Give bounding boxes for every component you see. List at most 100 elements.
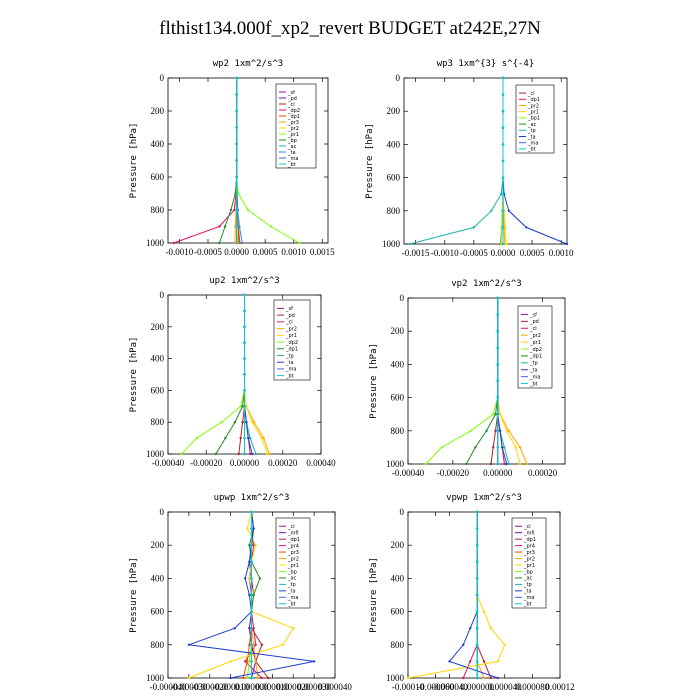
data-point xyxy=(518,446,522,449)
data-point xyxy=(465,462,468,466)
data-point xyxy=(503,643,506,646)
series-line xyxy=(497,298,510,465)
data-point xyxy=(247,436,250,440)
data-point xyxy=(501,143,505,146)
plot-frame xyxy=(407,297,566,465)
legend-entry: _tp xyxy=(523,582,532,588)
data-point xyxy=(474,446,477,449)
data-point xyxy=(214,452,217,456)
data-point xyxy=(475,610,479,613)
data-point xyxy=(238,241,242,245)
legend-entry: _cl xyxy=(287,524,295,530)
data-point xyxy=(248,577,251,580)
data-point xyxy=(235,175,238,179)
legend-entry: _dp1 xyxy=(529,354,542,360)
legend-entry: _bt xyxy=(527,147,536,153)
data-point xyxy=(218,225,221,228)
legend-entry: _pr1 xyxy=(287,563,299,569)
legend-entry: _ta xyxy=(523,589,532,595)
data-point xyxy=(233,208,236,212)
data-point xyxy=(565,242,569,246)
y-tick-label: 200 xyxy=(391,326,405,336)
legend-entry: _cl xyxy=(287,102,295,108)
y-axis-label: Pressure [hPa] xyxy=(365,123,375,199)
legend-entry: _bp xyxy=(287,138,297,144)
legend-entry: _pr3 xyxy=(287,120,299,126)
data-point xyxy=(496,413,499,416)
data-point xyxy=(503,462,506,466)
data-point xyxy=(246,527,249,530)
data-point xyxy=(248,544,251,547)
x-tick-label: -0.0010 xyxy=(166,247,194,257)
legend-entry: _tp xyxy=(287,582,296,588)
data-point xyxy=(494,429,497,432)
legend-entry: _cl xyxy=(527,91,535,97)
y-axis-label: Pressure [hPa] xyxy=(369,557,379,633)
legend-entry: _bt xyxy=(285,373,294,379)
data-point xyxy=(525,462,529,466)
data-point xyxy=(229,676,232,680)
data-point xyxy=(245,421,248,424)
data-point xyxy=(235,208,238,212)
data-point xyxy=(492,413,495,416)
data-point xyxy=(195,436,198,440)
legend-entry: _cl xyxy=(529,326,537,332)
data-point xyxy=(235,142,238,146)
legend-entry: _bp xyxy=(523,569,533,575)
y-tick-label: 200 xyxy=(391,540,405,550)
y-tick-label: 400 xyxy=(151,139,165,149)
data-point xyxy=(475,676,479,680)
x-tick-label: 0.00020 xyxy=(528,468,558,478)
legend-entry: _pr2 xyxy=(523,556,535,562)
data-point xyxy=(269,225,273,228)
data-point xyxy=(292,627,295,630)
data-point xyxy=(242,676,245,680)
data-point xyxy=(248,660,251,663)
data-point xyxy=(218,241,221,245)
data-point xyxy=(489,676,493,680)
data-point xyxy=(238,225,241,228)
data-point xyxy=(250,544,253,547)
legend-entry: _pr2 xyxy=(287,126,299,132)
data-point xyxy=(246,660,249,663)
data-point xyxy=(260,643,264,646)
legend-entry: _pr1 xyxy=(527,110,539,116)
series-line xyxy=(465,298,499,465)
x-tick-label: 0.000000 xyxy=(460,682,494,692)
data-point xyxy=(241,241,244,245)
legend-entry: _ma xyxy=(529,374,540,380)
data-point xyxy=(249,452,252,456)
data-point xyxy=(469,627,472,630)
panel-3: up2 1xm^2/s^3 0 200 400 600 800 1000-0.00040 -0… xyxy=(129,276,336,468)
data-point xyxy=(254,660,257,663)
data-point xyxy=(507,209,510,212)
data-point xyxy=(237,192,240,195)
data-point xyxy=(243,452,246,456)
data-point xyxy=(501,193,505,196)
data-point xyxy=(485,429,488,432)
x-tick-label: -0.0010 xyxy=(431,248,459,258)
series-line xyxy=(218,78,238,244)
data-point xyxy=(250,643,253,646)
data-point xyxy=(408,242,411,246)
y-tick-label: 1000 xyxy=(146,673,165,683)
legend-entry: _ma xyxy=(523,595,534,601)
data-point xyxy=(500,193,503,196)
data-point xyxy=(469,660,472,663)
data-point xyxy=(250,676,253,680)
y-tick-label: 400 xyxy=(391,359,405,369)
data-point xyxy=(254,452,258,456)
y-tick-label: 200 xyxy=(151,540,165,550)
data-point xyxy=(235,225,238,228)
data-point xyxy=(229,208,233,212)
y-axis-label: Pressure [hPa] xyxy=(369,343,379,419)
data-point xyxy=(223,225,227,228)
data-point xyxy=(224,436,227,440)
data-point xyxy=(475,510,479,514)
data-point xyxy=(266,452,269,456)
y-tick-label: 0 xyxy=(160,290,165,300)
data-point xyxy=(496,429,499,432)
legend-entry: _dp1 xyxy=(287,537,300,543)
data-point xyxy=(254,544,257,547)
legend-entry: _tp xyxy=(527,128,536,134)
